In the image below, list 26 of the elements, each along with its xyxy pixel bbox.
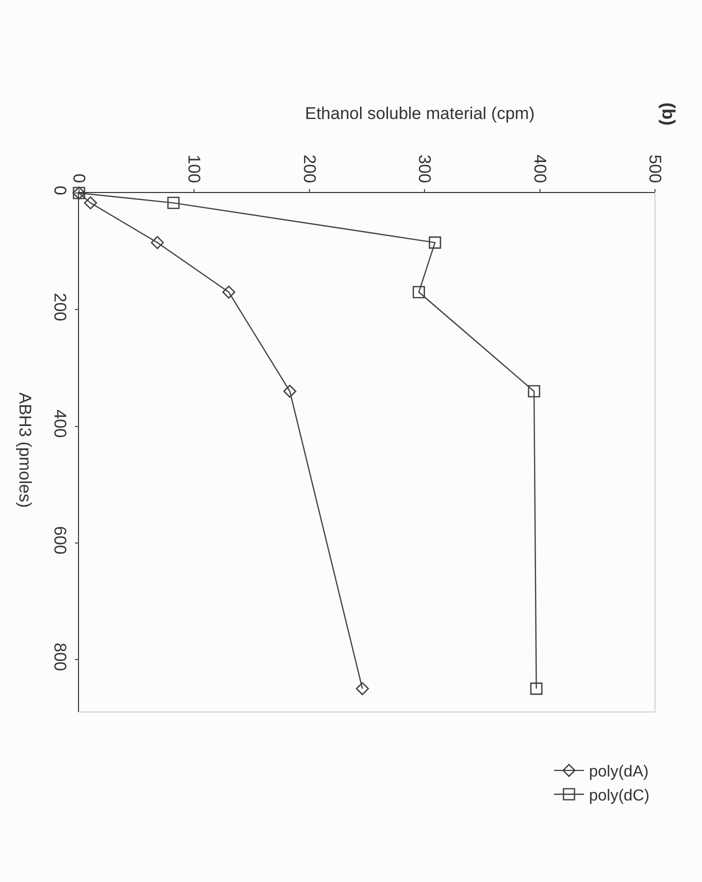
legend-label: poly(dC)	[589, 787, 650, 804]
y-tick-label: 600	[50, 526, 70, 555]
y-tick-label: 400	[50, 410, 70, 438]
point	[356, 682, 369, 696]
x-axis-title: Ethanol soluble material (cpm)	[305, 104, 535, 123]
x-tick-label: 400	[530, 154, 550, 184]
x-tick-label: 200	[300, 154, 319, 184]
chart-title: (b)	[658, 102, 678, 126]
x-tick-label: 0	[69, 174, 88, 184]
y-axis-title: ABH3 (pmoles)	[16, 392, 34, 508]
y-tick-label: 800	[50, 642, 70, 672]
point	[412, 286, 425, 298]
point	[167, 196, 180, 210]
legend-label: poly(dA)	[589, 764, 649, 781]
y-tick-label: 200	[50, 292, 70, 322]
point	[283, 384, 296, 398]
point	[150, 236, 164, 250]
x-tick-label: 300	[415, 154, 434, 184]
point	[428, 236, 442, 249]
point	[84, 196, 98, 210]
point	[222, 286, 236, 299]
x-tick-label: 100	[184, 154, 204, 184]
y-tick-label: 0	[50, 186, 70, 196]
x-tick-label: 500	[645, 154, 664, 184]
point	[530, 682, 542, 695]
point	[528, 385, 540, 398]
